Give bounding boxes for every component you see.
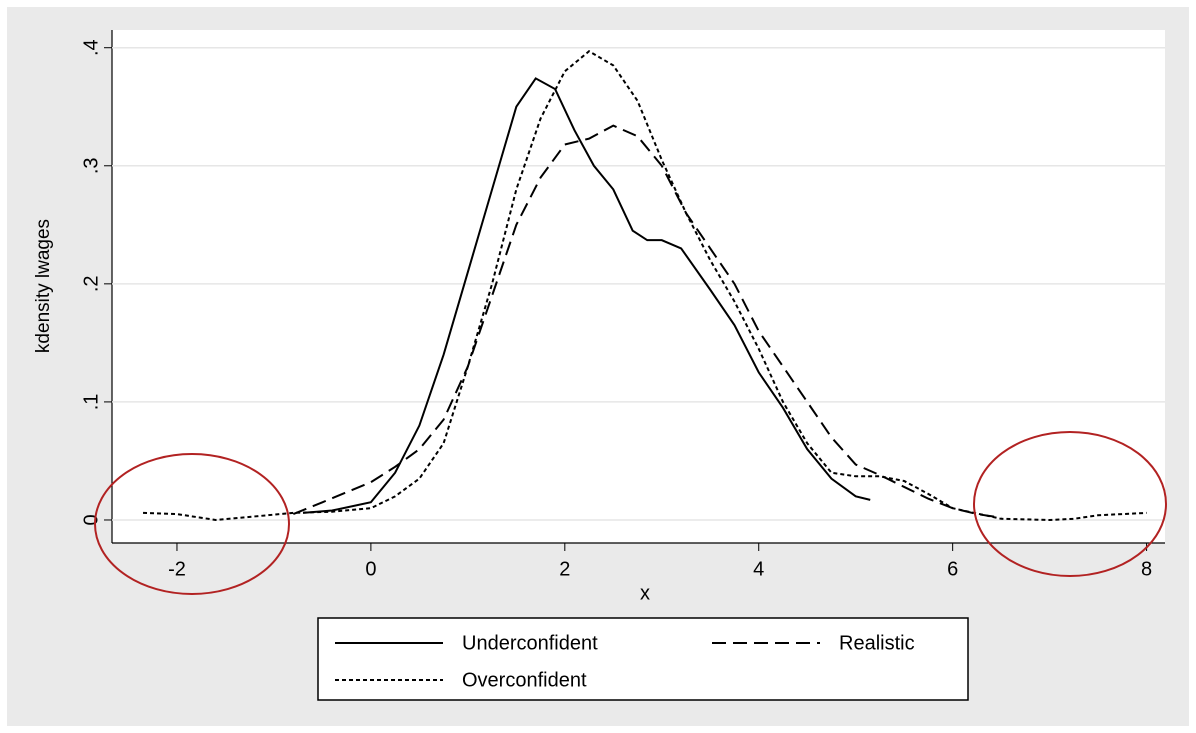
x-tick-label: 6 — [947, 558, 958, 580]
y-tick-label: .1 — [80, 394, 102, 411]
y-tick-label: .2 — [80, 275, 102, 292]
plot-marks: 0 .1 .2 .3 .4 -2 0 2 4 6 8 — [80, 30, 1165, 580]
x-tick-label: 4 — [753, 558, 764, 580]
density-line — [292, 124, 1002, 519]
legend-box — [317, 617, 969, 701]
y-tick-label: .3 — [80, 157, 102, 174]
y-axis-label: kdensity lwages — [33, 219, 54, 353]
highlight-ellipse — [94, 453, 290, 595]
y-tick-label: .4 — [80, 39, 102, 56]
y-tick-label: 0 — [80, 514, 102, 525]
legend-label: Overconfident — [462, 669, 587, 691]
x-axis-label: x — [640, 582, 650, 604]
legend-label: Underconfident — [462, 632, 598, 654]
x-tick-label: 8 — [1141, 558, 1152, 580]
legend-label: Realistic — [839, 632, 915, 654]
highlight-ellipse — [973, 431, 1167, 577]
x-tick-label: -2 — [168, 558, 186, 580]
density-line — [302, 77, 871, 514]
density-line — [142, 50, 1147, 521]
x-tick-label: 0 — [365, 558, 376, 580]
plot-area — [112, 30, 1165, 543]
x-tick-label: 2 — [559, 558, 570, 580]
